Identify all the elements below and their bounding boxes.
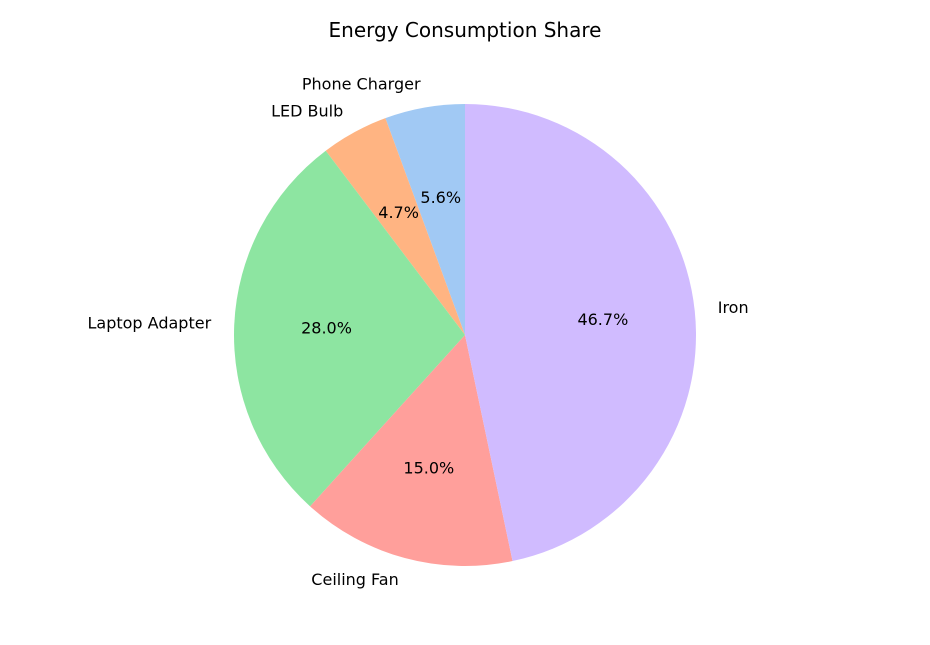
slice-label-iron: Iron bbox=[718, 298, 749, 317]
pie-slice-iron bbox=[465, 104, 696, 562]
slice-label-led-bulb: LED Bulb bbox=[271, 101, 343, 120]
slice-percent-phone-charger: 5.6% bbox=[420, 188, 461, 207]
pie-slice-phone-charger bbox=[385, 104, 465, 335]
slice-percent-ceiling-fan: 15.0% bbox=[403, 458, 454, 477]
chart-title: Energy Consumption Share bbox=[329, 18, 602, 42]
pie-slices bbox=[233, 104, 696, 566]
pie-labels: Phone Charger 5.6% LED Bulb 4.7% Laptop Adap… bbox=[87, 74, 748, 588]
pie-slice-led-bulb bbox=[325, 118, 465, 335]
slice-label-phone-charger: Phone Charger bbox=[302, 74, 421, 93]
slice-percent-led-bulb: 4.7% bbox=[378, 203, 419, 222]
pie-slice-ceiling-fan bbox=[310, 335, 513, 566]
slice-percent-laptop-adapter: 28.0% bbox=[301, 318, 352, 337]
slice-label-ceiling-fan: Ceiling Fan bbox=[311, 570, 398, 589]
slice-percent-iron: 46.7% bbox=[577, 310, 628, 329]
slice-label-laptop-adapter: Laptop Adapter bbox=[87, 313, 211, 332]
pie-slice-laptop-adapter bbox=[233, 150, 465, 507]
